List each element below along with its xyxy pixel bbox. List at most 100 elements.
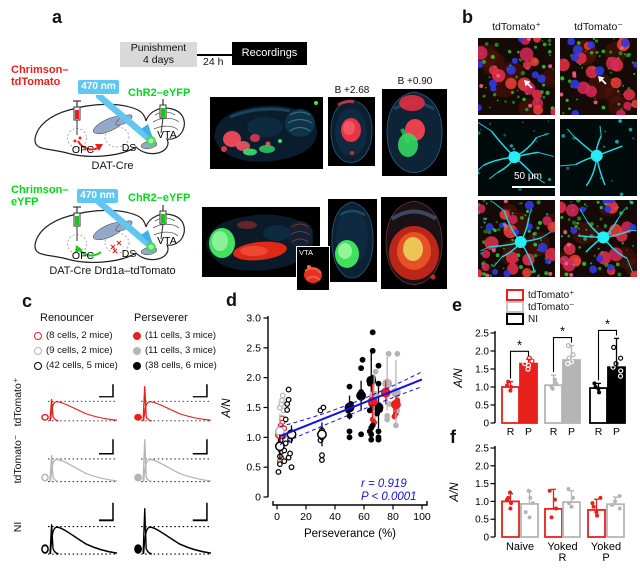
trace-tdtomato-pos-perseverer bbox=[134, 384, 212, 422]
chr2-eyfp-label-row1: ChR2–eYFP bbox=[128, 87, 191, 99]
vta-inset-label: VTA bbox=[299, 248, 314, 257]
svg-text:A/N: A/N bbox=[453, 368, 465, 389]
coronal-label-1: B +2.68 bbox=[334, 85, 370, 96]
light-470nm-row1: 470 nm bbox=[78, 80, 119, 94]
legend-item: (8 cells, 2 mice) bbox=[34, 330, 113, 342]
filled-circle-gray-icon bbox=[133, 347, 141, 355]
legend-item: (11 cells, 3 mice) bbox=[133, 330, 216, 342]
svg-text:2.5: 2.5 bbox=[246, 342, 261, 354]
panel-d-label: d bbox=[226, 290, 237, 310]
svg-text:Perseverance (%): Perseverance (%) bbox=[304, 528, 396, 540]
vta-inset-image bbox=[304, 265, 322, 283]
svg-text:1.0: 1.0 bbox=[475, 497, 489, 508]
svg-text:40: 40 bbox=[329, 511, 341, 523]
svg-text:DS: DS bbox=[122, 248, 137, 260]
coronal-label-2: B +0.90 bbox=[397, 76, 433, 87]
panel-f-label: f bbox=[450, 427, 456, 447]
panel-a-label: a bbox=[52, 7, 63, 27]
svg-text:2.0: 2.0 bbox=[475, 461, 489, 472]
trace-ni-renouncer bbox=[41, 502, 118, 555]
legend-swatch-red bbox=[506, 289, 524, 301]
trace-row-label-ni: NI bbox=[12, 521, 24, 533]
svg-text:1.0: 1.0 bbox=[246, 432, 261, 444]
sagittal-brain-image-row2 bbox=[202, 207, 320, 277]
open-circle-red-icon bbox=[34, 332, 42, 340]
svg-text:P: P bbox=[525, 426, 532, 438]
svg-text:2.0: 2.0 bbox=[246, 372, 261, 384]
caption-datcre: DAT-Cre bbox=[91, 160, 134, 172]
svg-text:0: 0 bbox=[274, 511, 280, 523]
filled-circle-black-icon bbox=[133, 362, 141, 370]
legend-item: (11 cells, 3 mice) bbox=[133, 345, 216, 357]
svg-text:*: * bbox=[560, 324, 565, 339]
svg-text:*: * bbox=[517, 337, 522, 352]
micro-neuron-tdtomato-neg bbox=[560, 119, 637, 197]
svg-text:3.0: 3.0 bbox=[246, 313, 261, 325]
svg-text:Naive: Naive bbox=[506, 541, 534, 553]
svg-text:0: 0 bbox=[483, 419, 489, 430]
punishment-box: Punishment 4 days bbox=[120, 42, 197, 67]
open-circle-gray-icon bbox=[34, 347, 42, 355]
coronal-image-row1-b268 bbox=[328, 97, 375, 166]
micro-merge-tdtomato-pos bbox=[478, 200, 555, 277]
svg-text:r = 0.919: r = 0.919 bbox=[361, 478, 407, 490]
coronal-image-row2-b090 bbox=[381, 197, 447, 289]
punishment-line2: 4 days bbox=[143, 53, 174, 66]
legend-tdtomato-neg: tdTomato⁻ bbox=[506, 301, 574, 313]
svg-text:OFC: OFC bbox=[72, 144, 95, 156]
recordings-box: Recordings bbox=[232, 42, 307, 65]
svg-text:0.5: 0.5 bbox=[475, 401, 489, 412]
svg-text:R: R bbox=[507, 426, 515, 438]
svg-text:1.5: 1.5 bbox=[475, 479, 489, 490]
svg-text:R: R bbox=[595, 426, 603, 438]
svg-text:Yoked: Yoked bbox=[547, 541, 577, 553]
brain-schematic-datcre: OFC DS VTA bbox=[34, 95, 185, 157]
svg-text:P: P bbox=[568, 426, 575, 438]
svg-text:100: 100 bbox=[413, 511, 431, 523]
svg-text:P: P bbox=[613, 426, 620, 438]
micro-merge-tdtomato-neg bbox=[560, 200, 637, 277]
scatter-plot-an-vs-perseverance: 0 0.5 1.0 1.5 2.0 2.5 3.0 0 20 40 60 80 100 Persevera… bbox=[221, 313, 431, 540]
svg-text:0.5: 0.5 bbox=[475, 515, 489, 526]
svg-text:80: 80 bbox=[387, 511, 399, 523]
svg-text:1.0: 1.0 bbox=[475, 383, 489, 394]
open-circle-black-icon bbox=[34, 362, 42, 370]
bar-chart-an-by-group: 00.51.01.52.02.5A/NR P*R P*R P* bbox=[453, 318, 626, 438]
scale-bar bbox=[512, 186, 555, 188]
trace-tdtomato-neg-renouncer bbox=[41, 439, 118, 483]
panel-e-label: e bbox=[452, 295, 463, 315]
legend-ni: NI bbox=[506, 313, 538, 325]
svg-text:OFC: OFC bbox=[72, 250, 95, 262]
timeline-connector bbox=[197, 54, 232, 56]
svg-text:R: R bbox=[550, 426, 558, 438]
panel-b-col2-title: tdTomato⁻ bbox=[574, 21, 623, 33]
svg-text:60: 60 bbox=[358, 511, 370, 523]
filled-circle-red-icon bbox=[133, 332, 141, 340]
legend-swatch-gray bbox=[506, 301, 524, 313]
trace-tdtomato-pos-renouncer bbox=[41, 384, 118, 422]
svg-text:*: * bbox=[605, 318, 610, 331]
svg-text:2.0: 2.0 bbox=[475, 347, 489, 358]
svg-text:R: R bbox=[559, 552, 567, 564]
caption-drd1a: DAT-Cre Drd1a–tdTomato bbox=[49, 265, 176, 277]
svg-text:0: 0 bbox=[255, 492, 261, 504]
renouncer-title: Renouncer bbox=[40, 312, 94, 324]
svg-text:VTA: VTA bbox=[157, 235, 177, 247]
svg-text:0.5: 0.5 bbox=[246, 462, 261, 474]
legend-item: (9 cells, 2 mice) bbox=[34, 345, 113, 357]
svg-text:0: 0 bbox=[483, 533, 489, 544]
micro-overlay-tdtomato-neg bbox=[560, 38, 637, 115]
legend-swatch-black bbox=[506, 313, 524, 325]
legend-item: (38 cells, 6 mice) bbox=[133, 360, 217, 372]
svg-text:A/N: A/N bbox=[449, 482, 461, 503]
legend-tdtomato-pos: tdTomato⁺ bbox=[506, 289, 574, 301]
svg-text:P < 0.0001: P < 0.0001 bbox=[361, 491, 417, 503]
svg-text:P: P bbox=[602, 552, 609, 564]
svg-text:Yoked: Yoked bbox=[591, 541, 621, 553]
construct-label-row1: Chrimson– tdTomato bbox=[11, 64, 69, 88]
svg-text:1.5: 1.5 bbox=[475, 365, 489, 376]
brain-schematic-drd1a: OFC DS VTA bbox=[34, 201, 185, 263]
legend-item: (42 cells, 5 mice) bbox=[34, 360, 118, 372]
